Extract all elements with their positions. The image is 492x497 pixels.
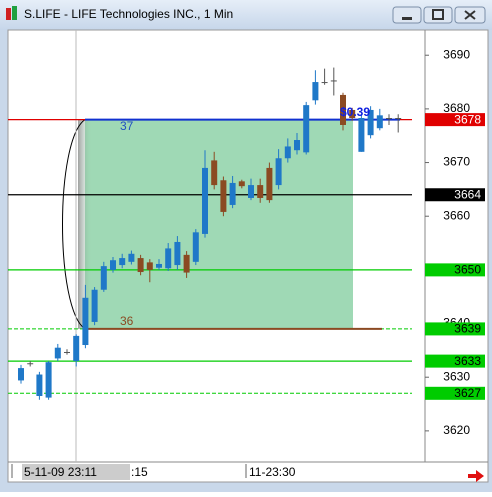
candle-body	[312, 82, 319, 101]
candle-body	[18, 368, 24, 381]
candle-body	[73, 335, 80, 362]
price-box-label: 3678	[454, 112, 481, 126]
plot-area: 36203630364036603670368036903736$0.39367…	[8, 30, 485, 480]
candle-body	[395, 118, 402, 120]
x-tick-label: :15	[131, 465, 148, 479]
scroll-arrow[interactable]	[468, 470, 484, 482]
window-buttons[interactable]	[392, 6, 486, 24]
candle-body	[192, 232, 199, 262]
candle-body	[266, 167, 273, 201]
maximize-button[interactable]	[423, 6, 453, 24]
price-box-label: 3664	[454, 187, 481, 201]
candle-body	[82, 297, 89, 346]
candle-body	[349, 109, 356, 119]
candle-body	[174, 241, 181, 266]
price-box-label: 3639	[454, 322, 481, 336]
y-tick-label: 3680	[443, 101, 470, 115]
minimize-icon	[402, 17, 412, 20]
candle-body	[248, 185, 254, 198]
measure-count-bottom: 36	[120, 314, 134, 328]
candle-body	[45, 362, 52, 398]
candle-body	[229, 182, 236, 205]
candle-body	[36, 374, 43, 396]
app-icon	[6, 6, 17, 20]
price-box	[425, 263, 485, 277]
minimize-button[interactable]	[392, 6, 422, 24]
y-tick-label: 3620	[443, 423, 470, 437]
y-tick-label: 3690	[443, 47, 470, 61]
y-tick-label: 3630	[443, 369, 470, 383]
candle-body	[358, 118, 365, 152]
y-tick-label: 3670	[443, 155, 470, 169]
price-box-label: 3650	[454, 263, 481, 277]
window-title: S.LIFE - LIFE Technologies INC., 1 Min	[24, 7, 233, 21]
candle-body	[119, 258, 126, 266]
y-tick-label: 3660	[443, 208, 470, 222]
candle-body	[275, 158, 282, 186]
candle-body	[54, 347, 61, 359]
candle-body	[183, 254, 190, 273]
x-tick-label: 11-23:30	[249, 465, 296, 479]
price-box	[425, 386, 485, 400]
price-box-label: 3627	[454, 386, 481, 400]
crosshair-time-box	[22, 464, 130, 480]
candle-body	[220, 180, 227, 212]
candle-body	[321, 82, 328, 84]
candle-body	[27, 363, 34, 365]
measure-box	[85, 119, 353, 329]
measure-arc	[62, 119, 86, 330]
candle-body	[128, 253, 135, 262]
price-box	[425, 354, 485, 368]
candle-body	[340, 94, 346, 125]
candle-body	[330, 80, 337, 82]
measure-label: $0.39	[340, 105, 370, 119]
price-box	[425, 322, 485, 336]
measure-count-top: 37	[120, 119, 134, 133]
candle-body	[146, 262, 153, 270]
candle-body	[165, 248, 172, 269]
candle-body	[156, 263, 162, 268]
close-icon	[464, 10, 476, 20]
price-box	[425, 188, 485, 202]
candle-body	[386, 118, 392, 120]
candle-body	[367, 109, 374, 136]
candle-body	[64, 351, 70, 353]
candle-body	[257, 185, 264, 198]
candle-body	[110, 260, 116, 270]
candle-body	[376, 115, 383, 129]
price-box-label: 3633	[454, 354, 481, 368]
price-box	[425, 113, 485, 127]
candle-body	[91, 289, 98, 322]
candle-body	[294, 140, 300, 151]
crosshair-time-label: 5-11-09 23:11	[24, 465, 97, 479]
candle-body	[202, 167, 208, 234]
maximize-icon	[432, 9, 444, 20]
candle-body	[100, 266, 107, 290]
candle-body	[303, 105, 310, 153]
candle-body	[284, 146, 291, 159]
candle-body	[238, 181, 245, 187]
measure-shade	[78, 119, 92, 329]
candle-body	[137, 258, 144, 273]
candle-body	[211, 160, 218, 186]
